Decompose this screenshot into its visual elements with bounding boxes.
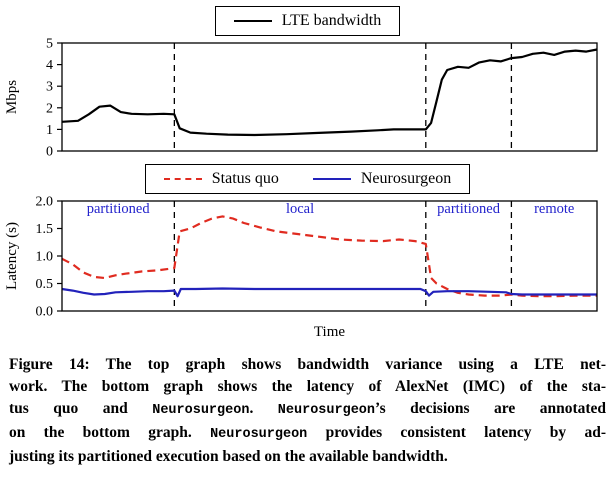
- y-tick-label: 2: [46, 101, 53, 116]
- annotation-partitioned: partitioned: [87, 201, 151, 217]
- series-lte-bandwidth: [61, 48, 598, 137]
- chart-bottom-svg: 0.0 0.5 1.0 1.5 2.0 partitioned local partition…: [4, 195, 598, 340]
- caption-line-4: on the bottom graph. Neurosurgeon provid…: [9, 422, 606, 446]
- blue-line-icon: [312, 178, 351, 180]
- y-tick-label: 0.0: [36, 305, 54, 320]
- x-axis-label: Time: [314, 324, 345, 340]
- status-quo-legend-label: Status quo: [211, 170, 279, 187]
- caption-text: justing its partitioned execution based …: [9, 448, 448, 465]
- black-line-icon: [233, 20, 272, 22]
- lte-legend-label: LTE bandwidth: [281, 12, 382, 29]
- latency-legend: Status quo Neurosurgeon: [144, 164, 471, 194]
- neurosurgeon-term: Neurosurgeon: [152, 403, 250, 418]
- series-status-quo: [61, 215, 597, 298]
- series-neurosurgeon: [61, 287, 597, 298]
- figure-14: LTE bandwidth 0 1 2 3 4 5 Mbps Status quo Neur…: [0, 6, 615, 468]
- plot-frame: [61, 42, 598, 152]
- red-dashed-line-icon: [163, 178, 202, 180]
- y-tick-label: 0.5: [36, 277, 54, 292]
- legend-entry-lte: LTE bandwidth: [233, 12, 382, 30]
- y-tick-label: 0: [46, 145, 53, 157]
- y-tick-label: 1.0: [36, 250, 54, 265]
- annotation-partitioned: partitioned: [437, 201, 501, 217]
- y-tick-label: 1.5: [36, 222, 54, 237]
- caption-line-1: Figure 14: The top graph shows bandwidth…: [9, 354, 606, 376]
- y-tick-label: 5: [46, 38, 53, 52]
- y-tick-label: 3: [46, 80, 53, 95]
- neurosurgeon-term: Neurosurgeon: [277, 403, 376, 418]
- y-axis-label: Mbps: [4, 80, 20, 114]
- caption-text: tus quo and: [9, 400, 153, 417]
- annotation-remote: remote: [534, 201, 574, 217]
- chart-top-svg: 0 1 2 3 4 5 Mbps: [4, 37, 598, 160]
- y-tick-label: 4: [46, 58, 53, 73]
- caption-text: provides consistent latency by ad-: [307, 424, 606, 441]
- caption-text: on the bottom graph.: [9, 424, 211, 441]
- neurosurgeon-legend-label: Neurosurgeon: [360, 170, 452, 187]
- legend-entry-neurosurgeon: Neurosurgeon: [312, 170, 452, 188]
- y-tick-label: 2.0: [36, 196, 54, 210]
- y-axis-label: Latency (s): [4, 222, 20, 290]
- caption-line-2: work. The bottom graph shows the latency…: [9, 376, 606, 398]
- latency-plot: 0.0 0.5 1.0 1.5 2.0 partitioned local partition…: [0, 195, 615, 344]
- caption-text: .: [249, 400, 278, 417]
- caption-text: Figure 14: The top graph shows bandwidth…: [9, 356, 606, 373]
- annotation-local: local: [286, 201, 314, 217]
- bandwidth-legend: LTE bandwidth: [214, 6, 401, 36]
- caption-text: work. The bottom graph shows the latency…: [9, 378, 606, 395]
- bandwidth-plot: 0 1 2 3 4 5 Mbps: [0, 37, 615, 160]
- legend-entry-status-quo: Status quo: [163, 170, 279, 188]
- y-tick-label: 1: [46, 123, 53, 138]
- figure-caption: Figure 14: The top graph shows bandwidth…: [9, 354, 606, 468]
- neurosurgeon-term: Neurosurgeon: [210, 427, 308, 442]
- caption-text: ’s decisions are annotated: [375, 400, 607, 417]
- caption-line-5: justing its partitioned execution based …: [9, 446, 606, 468]
- caption-line-3: tus quo and Neurosurgeon. Neurosurgeon’s…: [9, 398, 606, 422]
